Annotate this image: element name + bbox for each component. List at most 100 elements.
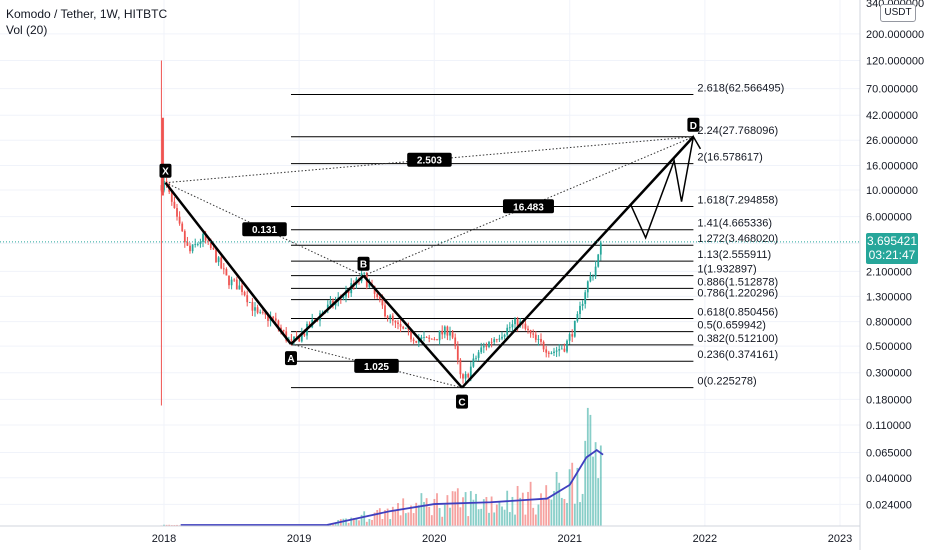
candle-body bbox=[599, 242, 602, 255]
ratio-badge bbox=[354, 358, 399, 373]
fib-level-label: 2(16.578617) bbox=[697, 152, 762, 164]
volume-bar bbox=[347, 522, 350, 526]
candle-body bbox=[553, 351, 555, 353]
candle-body bbox=[514, 318, 516, 325]
indicator-label[interactable]: Vol (20) bbox=[6, 23, 48, 37]
candle-body bbox=[256, 307, 259, 313]
volume-bar bbox=[386, 508, 389, 526]
candle-body bbox=[438, 330, 441, 341]
candle-body bbox=[430, 338, 433, 340]
candle-body bbox=[228, 275, 230, 286]
symbol-title[interactable]: Komodo / Tether, 1W, HITBTC bbox=[6, 7, 168, 21]
candle-body bbox=[558, 349, 561, 351]
candle-body bbox=[420, 337, 423, 339]
volume-bar bbox=[532, 507, 535, 526]
volume-bar bbox=[493, 512, 496, 526]
pattern-point-label: B bbox=[360, 260, 367, 271]
volume-bar bbox=[454, 491, 457, 526]
volume-bar bbox=[430, 515, 433, 526]
fib-retracement[interactable]: 2.618(62.566495) 2.24(27.768096) 2(16.5786… bbox=[290, 82, 784, 389]
volume-bar bbox=[462, 497, 464, 526]
volume-bar bbox=[545, 485, 548, 526]
ratio-badge bbox=[502, 199, 554, 214]
candle-body bbox=[163, 181, 165, 191]
candle-body bbox=[225, 268, 228, 276]
volume-bar bbox=[342, 518, 345, 526]
candle-body bbox=[217, 257, 220, 263]
candle-body bbox=[524, 323, 527, 329]
candle-body bbox=[404, 327, 407, 329]
volume-bar bbox=[376, 509, 379, 526]
harmonic-pattern[interactable]: 0.131 1.025 2.503 16.483 X A B C D bbox=[159, 117, 702, 409]
candle-body bbox=[545, 349, 548, 353]
candle-body bbox=[501, 336, 503, 339]
volume-bar bbox=[378, 508, 381, 526]
candle-body bbox=[178, 216, 181, 224]
volume-bar bbox=[363, 511, 366, 526]
current-price-badge: 3.695421 03:21:47 bbox=[866, 233, 918, 264]
volume-bar bbox=[407, 512, 410, 526]
candle-body bbox=[251, 302, 254, 311]
volume-bar bbox=[589, 414, 592, 526]
volume-bar bbox=[571, 462, 574, 526]
candle-body bbox=[495, 339, 498, 340]
price-tick: 200.000000 bbox=[866, 29, 924, 41]
volume-bar bbox=[469, 491, 472, 526]
candle-body bbox=[482, 346, 485, 348]
volume-bar bbox=[467, 516, 470, 526]
volume-bar bbox=[521, 492, 524, 526]
candle-body bbox=[246, 295, 249, 303]
volume-bar bbox=[480, 508, 483, 526]
candle-body bbox=[241, 285, 243, 292]
volume-bar bbox=[579, 502, 581, 526]
volume-bar bbox=[332, 523, 334, 526]
volume-bar bbox=[350, 517, 353, 526]
candle-body bbox=[579, 305, 581, 315]
volume-bar bbox=[524, 514, 527, 526]
candle-body bbox=[506, 327, 509, 335]
pattern-point-badge bbox=[159, 163, 172, 178]
candle-body bbox=[555, 350, 558, 352]
candle-body bbox=[508, 327, 511, 329]
candle-body bbox=[274, 318, 277, 321]
volume-bar bbox=[443, 504, 446, 526]
candle-body bbox=[209, 240, 212, 249]
candle-body bbox=[597, 254, 600, 267]
volume-bar bbox=[389, 519, 392, 526]
candle-body bbox=[472, 358, 475, 367]
candle-body bbox=[586, 281, 589, 293]
price-tick: 0.040000 bbox=[866, 473, 912, 485]
volume-bar bbox=[573, 503, 576, 526]
volume-bar bbox=[345, 518, 347, 526]
volume-bar bbox=[563, 499, 566, 526]
candle-body bbox=[277, 320, 280, 328]
candle-body bbox=[584, 292, 587, 304]
fib-level-label: 0.382(0.512100) bbox=[697, 333, 778, 345]
candle-body bbox=[220, 257, 223, 269]
time-tick: 2023 bbox=[828, 533, 852, 545]
pattern-point-badge bbox=[456, 394, 469, 409]
volume-bar bbox=[334, 522, 337, 526]
volume-bar bbox=[511, 496, 514, 526]
currency-unit-button[interactable]: USDT bbox=[880, 4, 916, 22]
candle-body bbox=[202, 234, 204, 242]
volume-bar bbox=[553, 491, 555, 526]
volume-bar bbox=[558, 482, 561, 526]
time-tick: 2021 bbox=[558, 533, 582, 545]
volume-bar bbox=[498, 501, 501, 526]
candle-body bbox=[488, 341, 490, 347]
volume-bar bbox=[441, 516, 444, 526]
volume-bar bbox=[381, 519, 384, 526]
pattern-point-label: C bbox=[458, 398, 465, 409]
volume-bar bbox=[516, 485, 519, 526]
volume-bar bbox=[534, 514, 537, 526]
candle-body bbox=[215, 249, 217, 263]
candle-body bbox=[462, 374, 464, 379]
candle-body bbox=[511, 324, 514, 328]
candle-body bbox=[563, 348, 566, 352]
candle-body bbox=[534, 334, 537, 340]
volume-bar bbox=[415, 502, 418, 526]
volume-bar bbox=[399, 515, 402, 526]
candle-body bbox=[394, 320, 397, 323]
